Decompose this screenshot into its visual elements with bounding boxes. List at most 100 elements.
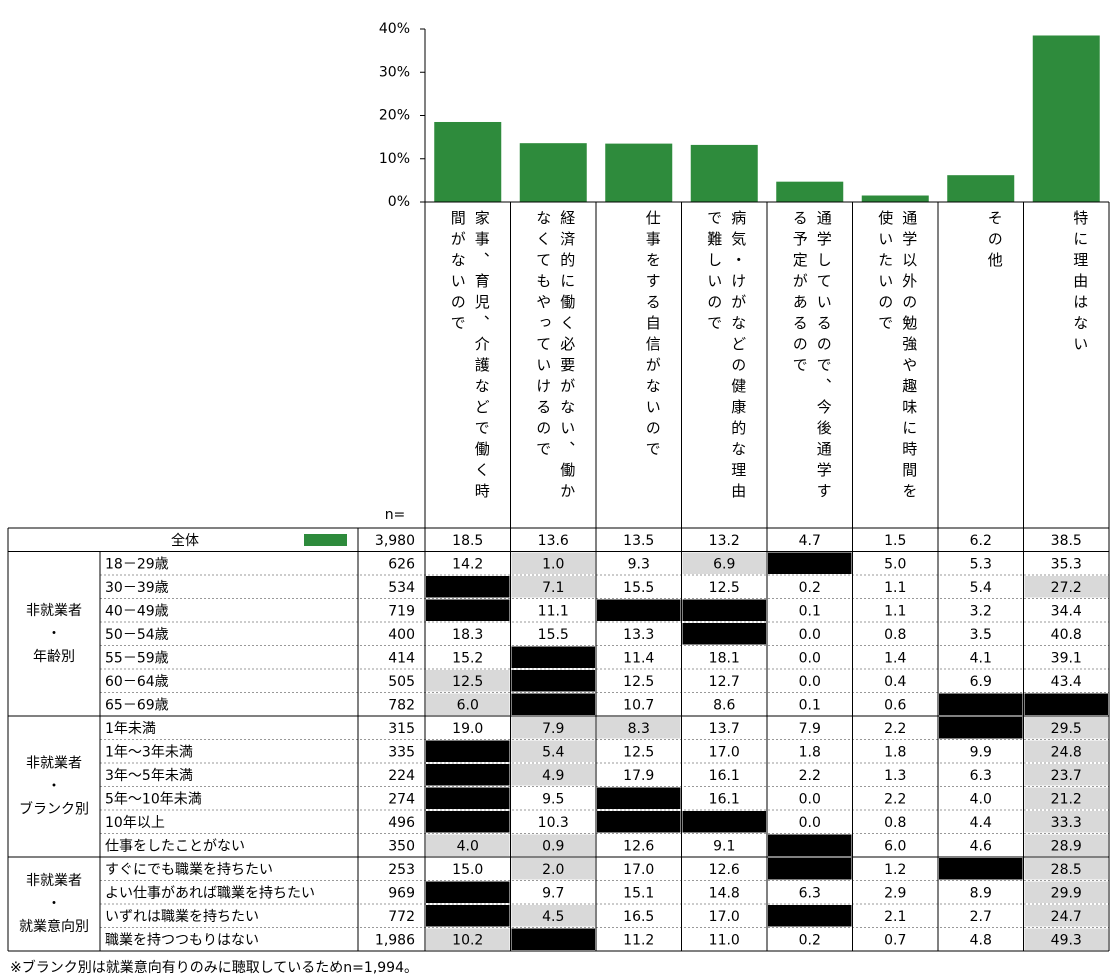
cell-highlight (511, 858, 595, 880)
cell-value: 6.0 (457, 697, 479, 713)
cell-value: 19.0 (709, 815, 740, 831)
n-value: 496 (388, 815, 415, 831)
row-label: 1年未満 (105, 721, 156, 737)
cell-highlight (768, 834, 852, 856)
cell-value: 17.0 (965, 862, 996, 878)
cell-value: 4.4 (970, 815, 992, 831)
cell-highlight (1024, 881, 1108, 903)
cell-value: 5.4 (542, 744, 564, 760)
cell-value: 12.5 (452, 674, 483, 690)
cell-highlight (511, 576, 595, 598)
group-label: 年齢別 (33, 649, 75, 665)
bar (776, 181, 844, 202)
cell-highlight (1024, 928, 1108, 950)
cell-highlight (768, 858, 852, 880)
cell-value: 9.3 (628, 556, 650, 572)
n-value: 626 (388, 556, 415, 572)
cell-highlight (682, 623, 766, 645)
cell-highlight (1024, 905, 1108, 927)
cell-value: 0.0 (799, 791, 821, 807)
row-label: すぐにでも職業を持ちたい (105, 862, 273, 878)
cell-value: 35.3 (1051, 556, 1082, 572)
cell-value: 6.2 (970, 533, 992, 549)
cell-value: 6.9 (713, 556, 735, 572)
cell-value: 20.2 (538, 697, 569, 713)
n-value: 969 (388, 885, 415, 901)
cell-value: 11.4 (623, 650, 654, 666)
cell-value: 16.1 (709, 768, 740, 784)
y-tick-label: 40% (379, 21, 410, 37)
cell-value: 19.3 (709, 627, 740, 643)
cell-value: 24.6 (452, 603, 483, 619)
cell-value: 17.1 (965, 721, 996, 737)
n-value: 505 (388, 674, 415, 690)
cell-value: 2.1 (884, 909, 906, 925)
cell-value: 0.1 (799, 603, 821, 619)
legend-swatch (304, 534, 347, 546)
cell-highlight (1024, 740, 1108, 762)
cell-value: 6.9 (970, 674, 992, 690)
cell-value: 1.4 (884, 650, 906, 666)
cell-value: 43.4 (1051, 674, 1082, 690)
cell-value: 21.8 (538, 674, 569, 690)
cell-value: 41.2 (452, 791, 483, 807)
cell-value: 13.7 (709, 721, 740, 737)
cell-value: 6.3 (799, 885, 821, 901)
cell-value: 1.1 (884, 603, 906, 619)
group-label: ・ (47, 779, 61, 795)
cell-value: 18.5 (452, 533, 483, 549)
total-label: 全体 (171, 532, 199, 549)
cell-value: 3.5 (970, 627, 992, 643)
n-value: 1,986 (375, 932, 415, 948)
cell-value: 13.3 (623, 627, 654, 643)
cell-value: 49.3 (1051, 932, 1082, 948)
cell-highlight (426, 905, 510, 927)
bar (861, 195, 929, 202)
cell-value: 24.7 (1051, 909, 1082, 925)
cell-highlight (597, 599, 681, 621)
cell-value: 2.2 (884, 721, 906, 737)
cell-highlight (426, 834, 510, 856)
bar (434, 121, 502, 202)
cell-value: 12.0 (965, 697, 996, 713)
cell-highlight (511, 928, 595, 950)
n-value: 400 (388, 627, 415, 643)
cell-highlight (1024, 787, 1108, 809)
cell-value: 15.5 (623, 580, 654, 596)
cell-highlight (511, 693, 595, 715)
cell-highlight (511, 740, 595, 762)
cell-value: 2.2 (799, 768, 821, 784)
cell-value: 4.1 (970, 650, 992, 666)
cell-value: 41.8 (452, 580, 483, 596)
cell-highlight (768, 552, 852, 574)
row-label: よい仕事があれば職業を持ちたい (105, 885, 315, 901)
cell-highlight (511, 905, 595, 927)
cell-highlight (426, 881, 510, 903)
row-label: 60－64歳 (105, 674, 169, 690)
cell-value: 30.8 (452, 909, 483, 925)
cell-value: 1.5 (884, 533, 906, 549)
cell-value: 6.3 (970, 768, 992, 784)
n-value: 534 (388, 580, 415, 596)
cell-value: 33.3 (1051, 815, 1082, 831)
cell-value: 8.9 (970, 885, 992, 901)
cell-value: 9.9 (970, 744, 992, 760)
cell-highlight (426, 670, 510, 692)
n-value: 335 (388, 744, 415, 760)
row-label: 18－29歳 (105, 556, 169, 572)
cell-value: 18.2 (709, 603, 740, 619)
cell-value: 7.9 (799, 721, 821, 737)
cell-value: 12.5 (623, 674, 654, 690)
cell-value: 34.4 (1051, 603, 1082, 619)
cell-value: 0.0 (799, 650, 821, 666)
cell-value: 29.5 (1051, 721, 1082, 737)
cell-value: 20.4 (538, 932, 569, 948)
cell-value: 14.8 (709, 885, 740, 901)
cell-highlight (682, 811, 766, 833)
category-label: 特に理由はない (1071, 210, 1090, 357)
cell-value: 0.2 (799, 580, 821, 596)
group-label: 非就業者 (26, 756, 82, 772)
cell-highlight (597, 787, 681, 809)
cell-value: 15.1 (623, 885, 654, 901)
